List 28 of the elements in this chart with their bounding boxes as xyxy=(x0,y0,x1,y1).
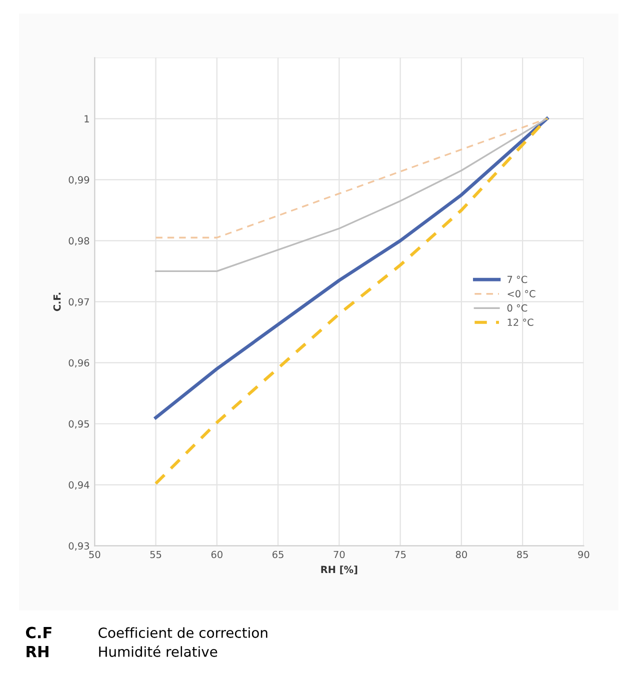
text: C.F Coefficient de correction xyxy=(26,626,268,638)
line-series xyxy=(154,118,548,272)
line-series xyxy=(154,116,549,420)
y-tick-label: 0,99 xyxy=(68,176,90,184)
y-tick-label: 0,93 xyxy=(68,542,90,551)
legend-label: 7 °C xyxy=(508,276,528,284)
y-tick-label: 0,96 xyxy=(68,359,90,368)
legend-label: 0 °C xyxy=(507,304,528,312)
y-tick-label: 0,95 xyxy=(68,420,89,429)
line-series xyxy=(154,117,549,486)
y-tick-label: 0,94 xyxy=(68,481,90,490)
x-tick-label: 65 xyxy=(272,550,284,558)
x-axis-title: RH [%] xyxy=(321,566,358,574)
y-tick-label: 1 xyxy=(84,115,89,122)
x-tick-label: 90 xyxy=(578,550,590,558)
legend-label: <0 °C xyxy=(508,290,536,298)
y-axis-title: C.F. xyxy=(53,292,61,312)
x-tick-label: 70 xyxy=(334,550,345,558)
x-tick-label: 60 xyxy=(211,550,222,558)
y-tick-label: 0,97 xyxy=(68,298,89,307)
legend-label: 12 °C xyxy=(508,318,534,326)
y-tick-label: 0,98 xyxy=(68,237,90,246)
x-tick-label: 80 xyxy=(456,550,467,558)
text: RH Humidité relative xyxy=(26,646,218,658)
x-tick-label: 85 xyxy=(517,550,528,558)
x-tick-label: 55 xyxy=(150,550,162,558)
x-tick-label: 50 xyxy=(89,550,100,558)
x-tick-label: 75 xyxy=(394,550,406,558)
